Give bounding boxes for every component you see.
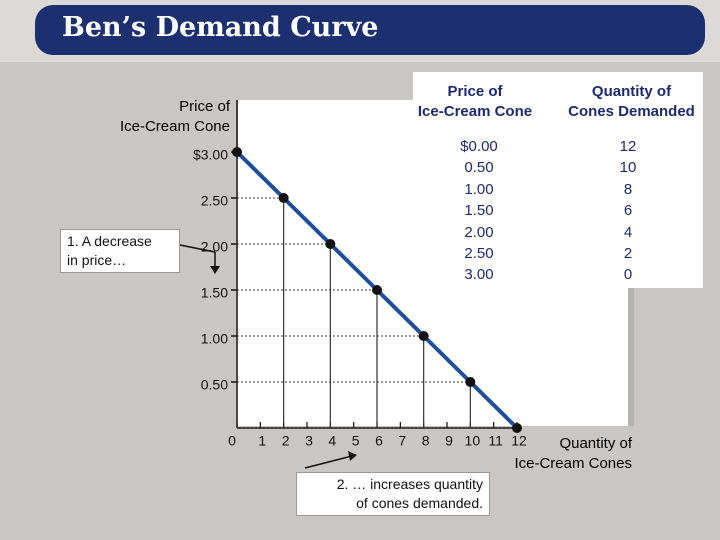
x-tick-label: 0 bbox=[228, 433, 236, 449]
point bbox=[465, 377, 476, 387]
annotation: 2. … increases quantity of cones demande… bbox=[296, 472, 490, 516]
table-cell: 1.50 bbox=[464, 202, 494, 220]
table-header: Quantity of Cones Demanded bbox=[568, 83, 695, 120]
y-tick-label: 0.50 bbox=[201, 377, 228, 393]
x-tick-label: 8 bbox=[422, 433, 430, 449]
x-tick-label: 7 bbox=[398, 433, 406, 449]
table-cell: $0.00 bbox=[460, 138, 498, 155]
title: Ben’s Demand Curve bbox=[62, 12, 379, 43]
x-tick-label: 12 bbox=[511, 433, 527, 449]
title-bar bbox=[35, 5, 705, 55]
y-tick-label: 1.50 bbox=[201, 285, 228, 301]
x-tick-label: 9 bbox=[445, 433, 453, 449]
y-tick-label: 2.50 bbox=[201, 193, 228, 209]
arrow-1-head bbox=[210, 266, 220, 274]
point bbox=[418, 331, 429, 341]
x-tick-label: 6 bbox=[375, 433, 383, 449]
arrow-2-head bbox=[348, 451, 357, 461]
arrow-1-lead bbox=[179, 244, 216, 253]
table-cell: 4 bbox=[623, 223, 633, 241]
x-tick-label: 3 bbox=[305, 433, 313, 449]
x-tick-label: 4 bbox=[328, 433, 336, 449]
table-cell: 2.00 bbox=[464, 223, 494, 241]
annotation: 1. A decrease in price… bbox=[60, 229, 180, 273]
y-axis-label: Price of Ice-Cream Cone bbox=[119, 98, 230, 135]
table-cell: 3.00 bbox=[464, 266, 494, 284]
y-tick-label: 2.00 bbox=[201, 239, 228, 255]
y-tick-label: $3.00 bbox=[193, 147, 228, 163]
x-tick-label: 5 bbox=[352, 433, 360, 449]
y-tick-label: 1.00 bbox=[201, 331, 228, 347]
table-cell: 2.50 bbox=[464, 245, 494, 262]
table: Price of Ice-Cream Cone Quantity of Cones… bbox=[413, 72, 703, 288]
point bbox=[278, 193, 289, 203]
point bbox=[325, 239, 336, 249]
table-cell: 6 bbox=[623, 202, 633, 220]
x-axis-label: Quantity of Ice-Cream Cones bbox=[514, 435, 632, 472]
x-tick-label: 11 bbox=[488, 433, 503, 449]
arrow-2 bbox=[304, 455, 353, 469]
table-cell: 12 bbox=[619, 138, 637, 155]
x-tick-label: 2 bbox=[282, 433, 290, 449]
table-header: Price of Ice-Cream Cone bbox=[417, 83, 533, 120]
table-cell: 10 bbox=[619, 159, 637, 177]
point bbox=[372, 285, 382, 295]
table-cell: 0.50 bbox=[464, 159, 494, 177]
point bbox=[512, 423, 522, 433]
point bbox=[232, 147, 242, 157]
table-cell: 8 bbox=[623, 180, 633, 198]
x-tick-label: 10 bbox=[465, 433, 481, 449]
table-cell: 2 bbox=[623, 245, 633, 262]
table-cell: 1.00 bbox=[464, 180, 494, 198]
table-cell: 0 bbox=[623, 266, 633, 284]
x-tick-label: 1 bbox=[258, 433, 266, 449]
